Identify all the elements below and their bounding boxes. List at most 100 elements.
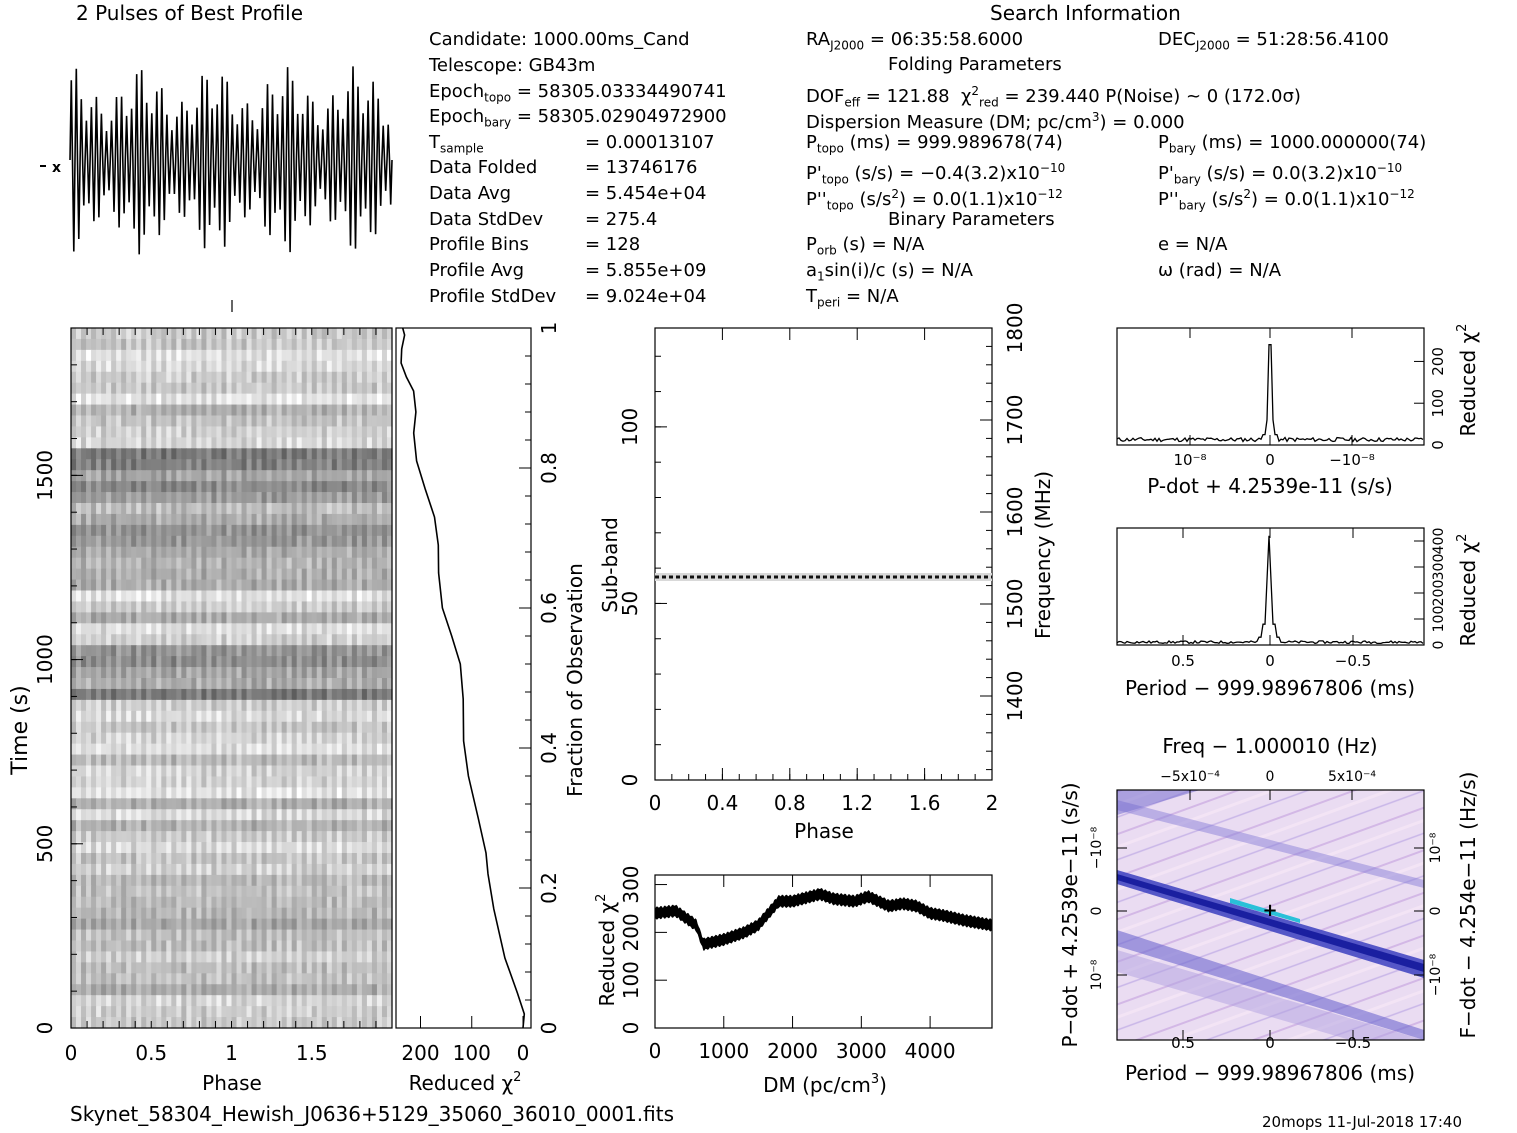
heatmap-cell (161, 710, 167, 723)
heatmap-cell (111, 907, 117, 920)
heatmap-cell (386, 940, 393, 953)
heatmap-cell (176, 459, 182, 471)
heatmap-cell (186, 743, 192, 756)
pdtopo-exp: −10 (1039, 161, 1066, 175)
heatmap-cell (181, 623, 187, 635)
heatmap-cell (161, 546, 167, 559)
heatmap-cell (106, 349, 112, 362)
heatmap-cell (226, 732, 233, 745)
heatmap-cell (206, 710, 213, 723)
heatmap-cell (161, 721, 167, 734)
redchi-xlabel: Reduced χ2 (409, 1070, 522, 1095)
heatmap-cell (206, 765, 213, 778)
heatmap-cell (376, 973, 383, 985)
heatmap-cell (161, 349, 167, 362)
heatmap-cell (231, 426, 238, 438)
heatmap-cell (306, 973, 313, 985)
heatmap-cell (316, 371, 323, 384)
heatmap-cell (156, 579, 162, 592)
heatmap-cell (276, 776, 283, 788)
heatmap-cell (346, 874, 353, 887)
heatmap-cell (101, 338, 107, 351)
heatmap-cell (201, 787, 208, 799)
heatmap-cell (91, 481, 97, 493)
heatmap-cell (91, 907, 97, 920)
prof-avg-label: Profile Avg (429, 260, 525, 281)
heatmap-cell (166, 907, 172, 920)
heatmap-cell (296, 973, 303, 985)
heatmap-cell (236, 415, 243, 428)
heatmap-cell (231, 382, 238, 395)
heatmap-cell (156, 360, 162, 373)
heatmap-cell (96, 645, 102, 657)
heatmap-cell (191, 448, 197, 460)
heatmap-cell (311, 907, 318, 920)
heatmap-cell (91, 896, 97, 909)
dm-xlabel: DM (pc/cm3) (763, 1072, 887, 1097)
heatmap-cell (351, 831, 358, 843)
heatmap-cell (376, 721, 383, 734)
heatmap-cell (221, 678, 228, 690)
heatmap-cell (106, 831, 112, 843)
heatmap-cell (121, 699, 127, 712)
heatmap-cell (96, 470, 102, 482)
heatmap-cell (291, 940, 298, 953)
heatmap-cell (86, 513, 92, 526)
heatmap-cell (211, 404, 218, 417)
heatmap-cell (241, 688, 248, 701)
heatmap-cell (191, 623, 197, 635)
heatmap-cell (246, 842, 253, 854)
period-ychi-tick-label: 400 (1431, 528, 1447, 555)
heatmap-cell (211, 634, 218, 646)
heatmap-cell (91, 459, 97, 471)
heatmap-cell (256, 743, 263, 756)
heatmap-cell (301, 546, 308, 559)
heatmap-cell (196, 896, 203, 909)
heatmap-cell (176, 601, 182, 613)
heatmap-cell (76, 535, 82, 548)
heatmap-cell (356, 634, 363, 646)
heatmap-cell (361, 667, 368, 679)
heatmap-cell (81, 656, 87, 668)
heatmap-cell (266, 798, 273, 810)
heatmap-cell (96, 721, 102, 734)
heatmap-cell (306, 699, 313, 712)
heatmap-cell (306, 787, 313, 799)
heatmap-cell (96, 710, 102, 723)
heatmap-cell (371, 470, 378, 482)
heatmap-cell (386, 776, 393, 788)
svg-text:+: + (1262, 900, 1277, 921)
heatmap-cell (226, 656, 233, 668)
heatmap-cell (341, 907, 348, 920)
heatmap-cell (106, 503, 112, 515)
heatmap-cell (316, 929, 323, 942)
heatmap-cell (326, 492, 333, 504)
heatmap-cell (146, 448, 152, 460)
heatmap-cell (256, 371, 263, 384)
dm-ychi-tick-label: 300 (619, 865, 643, 903)
heatmap-cell (186, 1006, 192, 1018)
heatmap-cell (296, 743, 303, 756)
heatmap-cell (121, 634, 127, 646)
heatmap-cell (196, 437, 203, 449)
heatmap-cell (281, 984, 288, 996)
heatmap-cell (311, 557, 318, 570)
heatmap-cell (106, 338, 112, 351)
heatmap-cell (251, 623, 258, 635)
heatmap-cell (366, 459, 373, 471)
heatmap-cell (111, 656, 117, 668)
heatmap-cell (111, 645, 117, 657)
heatmap-cell (221, 590, 228, 603)
heatmap-cell (181, 590, 187, 603)
heatmap-cell (121, 656, 127, 668)
dm-tick-label: 4000 (905, 1039, 956, 1063)
heatmap-cell (126, 328, 132, 340)
heatmap-cell (386, 1006, 393, 1018)
heatmap-cell (71, 962, 77, 974)
heatmap-cell (86, 798, 92, 810)
heatmap-cell (176, 415, 182, 428)
heatmap-cell (326, 426, 333, 438)
heatmap-cell (191, 426, 197, 438)
pdot-tick-label: −10⁻⁸ (1329, 451, 1375, 469)
heatmap-cell (296, 831, 303, 843)
